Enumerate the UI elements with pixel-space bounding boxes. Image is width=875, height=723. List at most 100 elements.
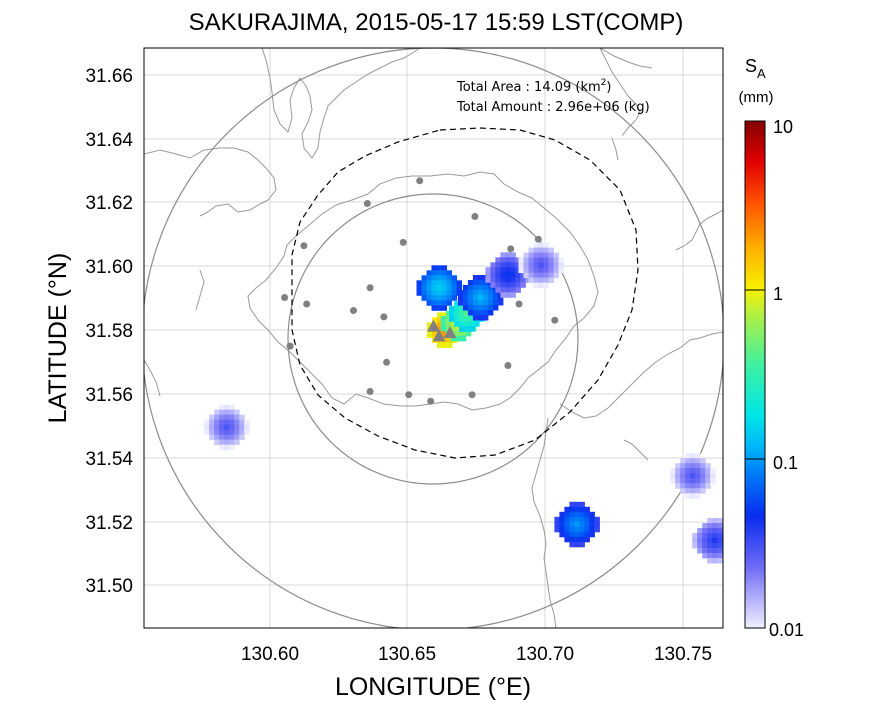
echo-pixel [505, 257, 511, 263]
echo-pixel [700, 488, 706, 494]
echo-pixel [675, 463, 681, 469]
echo-cell [518, 242, 564, 289]
echo-pixel [239, 414, 245, 421]
echo-pixel [441, 290, 447, 296]
echo-pixel [579, 501, 585, 508]
y-tick-label: 31.56 [85, 385, 133, 406]
echo-pixel [442, 332, 448, 338]
echo-pixel [564, 516, 570, 523]
echo-pixel [456, 285, 462, 291]
echo-pixel [717, 543, 723, 549]
echo-pixel [523, 272, 529, 279]
echo-pixel [451, 285, 457, 291]
echo-pixel [224, 444, 230, 451]
echo-pixel [695, 468, 701, 474]
echo-pixel [442, 342, 448, 348]
echo-pixel [707, 538, 713, 544]
vent-marker [427, 319, 440, 332]
echo-pixel [538, 247, 544, 254]
echo-pixel [214, 434, 220, 441]
echo-pixel [710, 478, 716, 484]
echo-pixel [464, 326, 470, 332]
echo-pixel [579, 511, 585, 518]
echo-pixel [538, 277, 544, 284]
echo-pixel [495, 277, 501, 283]
echo-pixel [244, 424, 250, 431]
echo-pixel [697, 528, 703, 534]
echo-pixel [717, 553, 723, 559]
echo-pixel [500, 272, 506, 278]
echo-pixel [685, 463, 691, 469]
echo-pixel [451, 290, 457, 296]
echo-pixel [594, 521, 600, 528]
colorbar-tick-label: 0.1 [773, 453, 798, 473]
echo-pixel [459, 316, 465, 322]
echo-pixel [450, 335, 457, 342]
echo-pixel [449, 311, 455, 317]
echo-pixel [690, 473, 696, 479]
echo-pixel [500, 287, 506, 293]
echo-pixel [460, 335, 467, 342]
echo-pixel [543, 277, 549, 284]
echo-pixel [690, 453, 696, 459]
echo-cell [554, 501, 600, 548]
echo-pixel [482, 310, 489, 316]
echo-pixel [533, 272, 539, 279]
echo-pixel [432, 332, 438, 338]
echo-pixel [440, 325, 447, 332]
echo-pixel [538, 252, 544, 259]
echo-pixel [702, 553, 708, 559]
echo-pixel [584, 511, 590, 518]
echo-pixel [695, 458, 701, 464]
echo-pixel [510, 262, 516, 268]
echo-pixel [528, 267, 534, 274]
echo-pixel [440, 315, 447, 322]
echo-pixel [564, 531, 570, 538]
echo-pixel [431, 300, 437, 306]
echo-pixel [219, 429, 225, 436]
echo-pixel [710, 473, 716, 479]
echo-pixel [464, 316, 470, 322]
echo-pixel [558, 257, 564, 264]
echo-pixel [690, 463, 696, 469]
echo-pixel [467, 300, 474, 306]
echo-pixel [569, 516, 575, 523]
x-tick-labels: 130.60 130.65 130.70 130.75 [241, 644, 712, 665]
echo-pixel [234, 439, 240, 446]
echo-pixel [584, 526, 590, 533]
echo-pixel [454, 311, 460, 317]
echo-pixel [454, 306, 460, 312]
echo-pixel [416, 290, 422, 296]
echo-pixel [469, 316, 475, 322]
echo-pixel [214, 409, 220, 416]
echo-pixel [445, 310, 452, 317]
echo-pixel [553, 267, 559, 274]
echo-pixel [528, 262, 534, 269]
y-tick-label: 31.64 [85, 130, 133, 151]
echo-pixel [459, 306, 465, 312]
echo-pixel [505, 252, 511, 258]
echo-pixel [472, 275, 479, 281]
echo-pixel [680, 473, 686, 479]
echo-pixel [431, 270, 437, 276]
echo-pixel [239, 429, 245, 436]
echo-pixel [548, 277, 554, 284]
echo-pixel [510, 272, 516, 278]
echo-pixel [472, 285, 479, 291]
echo-pixel [685, 453, 691, 459]
echo-pixel [523, 262, 529, 269]
echo-pixel [515, 257, 521, 263]
echo-pixel [421, 280, 427, 286]
echo-pixel [675, 483, 681, 489]
echo-pixel [533, 252, 539, 259]
echo-pixel [717, 518, 723, 524]
plot-frame [143, 47, 724, 629]
echo-pixel [717, 523, 723, 529]
echo-pixel [436, 290, 442, 296]
echo-pixel [495, 282, 501, 288]
echo-pixel [543, 257, 549, 264]
total-amount-text: Total Amount : 2.96e+06 (kg) [456, 100, 650, 115]
echo-pixel [224, 434, 230, 441]
echo-pixel [239, 434, 245, 441]
